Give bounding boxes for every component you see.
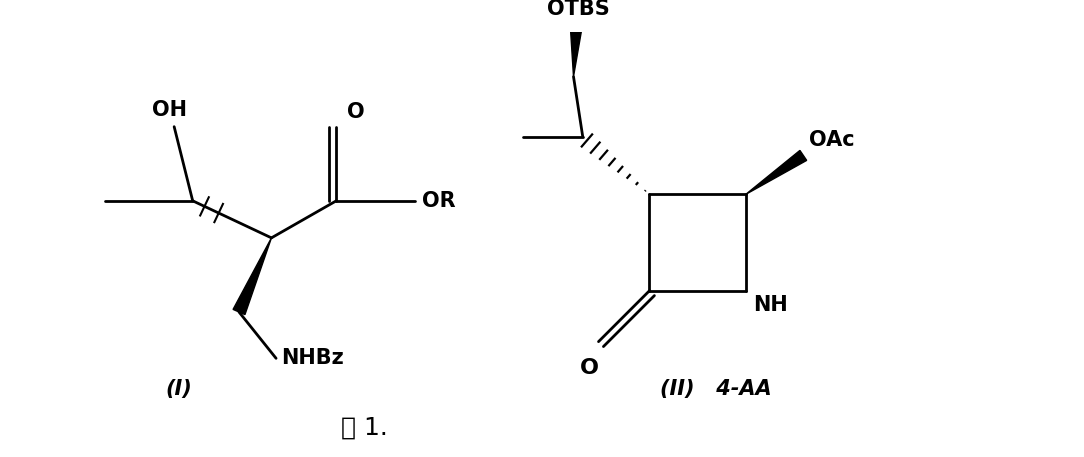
Text: (II)   4-AA: (II) 4-AA (660, 379, 772, 399)
Text: OR: OR (423, 191, 456, 211)
Text: NH: NH (753, 295, 788, 315)
Polygon shape (570, 25, 582, 77)
Polygon shape (746, 150, 806, 194)
Text: OAc: OAc (809, 130, 854, 150)
Text: 式 1.: 式 1. (340, 416, 388, 440)
Text: OH: OH (152, 100, 188, 120)
Text: OTBS: OTBS (546, 0, 609, 19)
Polygon shape (233, 238, 271, 314)
Text: O: O (580, 358, 598, 378)
Text: NHBz: NHBz (281, 348, 344, 368)
Text: (I): (I) (166, 379, 192, 399)
Text: O: O (347, 102, 365, 122)
